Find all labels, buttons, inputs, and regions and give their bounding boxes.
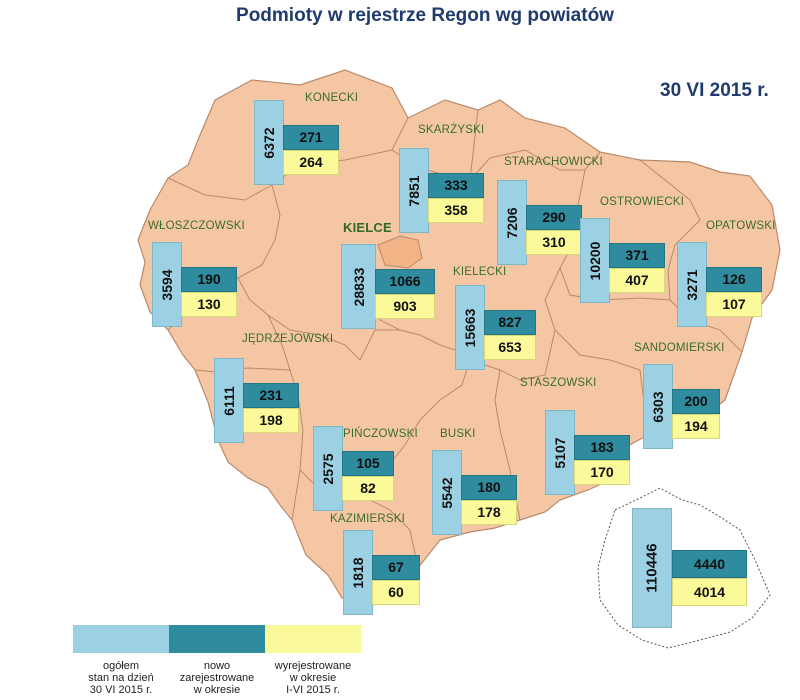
county-label-jedrzejowski: JĘDRZEJOWSKI [242, 333, 334, 345]
total-value: 28833 [350, 267, 367, 306]
total-box: 3271 [677, 242, 707, 327]
legend-line: I-VI 2015 r. [286, 684, 340, 696]
map-title: Podmioty w rejestrze Regon wg powiatów [236, 5, 614, 26]
total-value: 3594 [159, 268, 175, 301]
total-box: 3594 [152, 242, 182, 327]
new-value: 180 [461, 475, 517, 500]
deregistered-value: 358 [428, 198, 484, 223]
deregistered-value: 130 [181, 292, 237, 317]
total-box: 7851 [399, 148, 429, 233]
legend-line: ogółem [102, 660, 140, 672]
new-value: 126 [706, 267, 762, 292]
total-box: 6111 [214, 358, 244, 443]
new-value: 333 [428, 173, 484, 198]
new-value: 4440 [672, 550, 747, 578]
total-box: 7206 [497, 180, 527, 265]
county-label-ostrowiecki: OSTROWIECKI [600, 196, 684, 208]
total-box: 2575 [313, 426, 343, 511]
deregistered-value: 60 [372, 580, 420, 605]
new-value: 67 [372, 555, 420, 580]
county-label-konecki: KONECKI [305, 92, 359, 104]
total-box: 6303 [643, 364, 673, 449]
new-value: 827 [484, 310, 536, 335]
new-value: 200 [672, 389, 720, 414]
total-value: 3271 [684, 268, 700, 301]
deregistered-value: 264 [283, 150, 339, 175]
county-label-kielce: KIELCE [343, 220, 392, 235]
deregistered-value: 194 [672, 414, 720, 439]
total-box: 5107 [545, 410, 575, 495]
total-value: 7851 [406, 174, 422, 207]
new-value: 271 [283, 125, 339, 150]
deregistered-value: 310 [526, 230, 582, 255]
county-label-kazimierski: KAZIMIERSKI [330, 513, 406, 525]
legend-swatch-deregistered [265, 625, 361, 653]
legend-swatch-total [73, 625, 169, 653]
total-value: 15663 [462, 308, 478, 347]
county-label-pinczowski: PIŃCZOWSKI [343, 428, 418, 440]
legend-line: nowo [203, 660, 231, 672]
deregistered-value: 903 [375, 294, 435, 319]
new-value: 231 [243, 383, 299, 408]
new-value: 183 [574, 435, 630, 460]
deregistered-value: 170 [574, 460, 630, 485]
county-label-skarzyski: SKARŻYSKI [418, 124, 485, 136]
deregistered-value: 653 [484, 335, 536, 360]
county-label-starachowicki: STARACHOWICKI [504, 156, 603, 168]
legend-line: zarejestrowane [179, 672, 255, 684]
total-value: 5107 [552, 436, 568, 469]
kielce-city-shape [377, 235, 423, 269]
deregistered-value: 178 [461, 500, 517, 525]
total-value: 6303 [650, 390, 666, 423]
legend-label-new: nowo zarejestrowane w okresie [167, 660, 267, 696]
deregistered-value: 198 [243, 408, 299, 433]
new-value: 105 [342, 451, 394, 476]
new-value: 1066 [375, 269, 435, 294]
county-label-wloszczowski: WŁOSZCZOWSKI [148, 220, 245, 232]
county-label-sandomierski: SANDOMIERSKI [634, 342, 725, 354]
total-value: 6372 [261, 126, 277, 159]
total-value: 6111 [221, 385, 237, 416]
total-box: 1818 [343, 530, 373, 615]
legend-line: w okresie [289, 672, 337, 684]
total-box: 6372 [254, 100, 284, 185]
new-value: 371 [609, 243, 665, 268]
map-date: 30 VI 2015 r. [660, 80, 769, 101]
total-value: 2575 [320, 452, 336, 485]
county-label-kielecki: KIELECKI [453, 266, 507, 278]
deregistered-value: 407 [609, 268, 665, 293]
total-value: 5542 [439, 476, 455, 509]
legend-line: w okresie [193, 684, 241, 696]
deregistered-value: 4014 [672, 578, 747, 606]
legend-line: stan na dzień [88, 672, 154, 684]
total-value: 1818 [350, 556, 366, 589]
county-label-buski: BUSKI [440, 428, 476, 440]
total-box: 15663 [455, 285, 485, 370]
legend-swatch-new [169, 625, 265, 653]
legend-line: 30 VI 2015 r. [89, 684, 153, 696]
total-box: 28833 [341, 244, 376, 329]
county-label-opatowski: OPATOWSKI [706, 220, 776, 232]
total-box: 5542 [432, 450, 462, 535]
county-label-staszowski: STASZOWSKI [520, 377, 597, 389]
legend-label-total: ogółem stan na dzień 30 VI 2015 r. [71, 660, 171, 696]
total-value: 10200 [587, 241, 603, 280]
total-box: 110446 [632, 508, 672, 628]
total-value: 110446 [643, 543, 661, 593]
total-value: 7206 [504, 206, 520, 239]
deregistered-value: 107 [706, 292, 762, 317]
new-value: 190 [181, 267, 237, 292]
total-box: 10200 [580, 218, 610, 303]
new-value: 290 [526, 205, 582, 230]
legend-line: wyrejestrowane [274, 660, 352, 672]
legend-label-deregistered: wyrejestrowane w okresie I-VI 2015 r. [263, 660, 363, 696]
deregistered-value: 82 [342, 476, 394, 501]
